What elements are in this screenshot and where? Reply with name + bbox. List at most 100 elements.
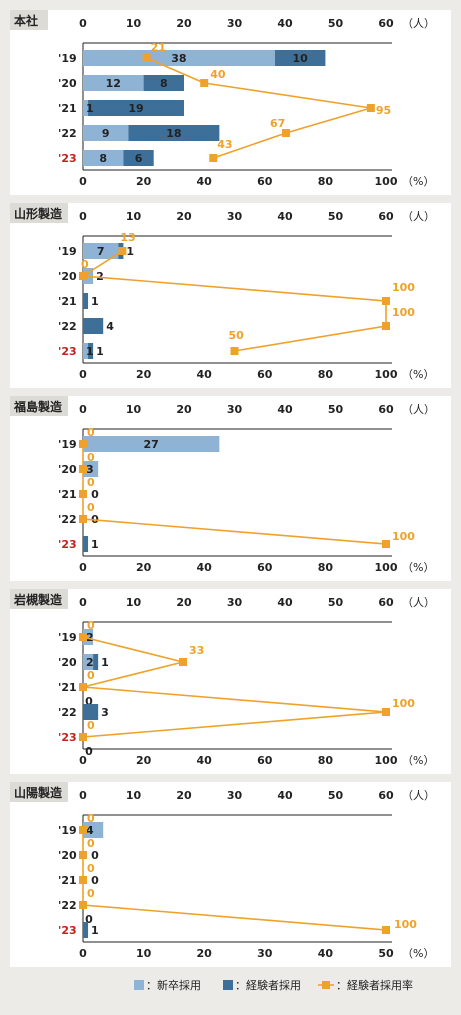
value-label-experienced: 10 xyxy=(292,52,308,65)
value-label-new-grad: 38 xyxy=(171,52,186,65)
rate-value-label: 0 xyxy=(87,619,95,632)
rate-value-label: 0 xyxy=(87,837,95,850)
value-label-new-grad: 12 xyxy=(106,77,121,90)
bar-new-grad xyxy=(83,436,220,452)
rate-value-label: 0 xyxy=(87,862,95,875)
category-label: '19 xyxy=(58,824,77,837)
count-tick-label: 50 xyxy=(328,596,344,609)
value-label-new-grad: 0 xyxy=(91,874,99,887)
rate-marker xyxy=(118,247,127,255)
category-label: '20 xyxy=(58,849,77,862)
rate-tick-label: 100 xyxy=(375,368,398,381)
panel-title: 福島製造 xyxy=(13,399,63,414)
panel-title: 山形製造 xyxy=(14,206,63,221)
count-tick-label: 40 xyxy=(277,210,293,223)
value-label-new-grad: 0 xyxy=(91,488,99,501)
rate-value-label: 100 xyxy=(392,306,415,319)
rate-value-label: 0 xyxy=(87,812,95,825)
count-tick-label: 0 xyxy=(79,17,87,30)
bar-new-grad xyxy=(83,75,144,91)
rate-marker xyxy=(79,683,87,691)
count-tick-label: 30 xyxy=(227,596,243,609)
rate-marker xyxy=(382,708,390,716)
value-label-new-grad: 1 xyxy=(86,345,94,358)
category-label: '21 xyxy=(58,295,77,308)
rate-unit-label: （%） xyxy=(402,947,434,960)
count-tick-label: 10 xyxy=(126,789,142,802)
value-label-experienced: 8 xyxy=(160,77,168,90)
count-tick-label: 30 xyxy=(227,210,243,223)
chart-panel-5: 山陽製造 0 10 20 30 40 50 60 （人）0 10 20 30 40 50 （%）'19 4'2… xyxy=(10,782,451,967)
rate-value-label: 21 xyxy=(151,41,166,54)
value-label-new-grad: 27 xyxy=(144,438,159,451)
panel-title: 山陽製造 xyxy=(14,785,63,800)
rate-tick-label: 60 xyxy=(257,368,273,381)
panel-title: 本社 xyxy=(14,13,38,28)
rate-marker xyxy=(79,515,87,523)
rate-marker xyxy=(79,272,87,280)
value-label-new-grad: 7 xyxy=(97,245,105,258)
value-label-experienced: 3 xyxy=(101,706,109,719)
bar-experienced xyxy=(143,75,184,91)
count-tick-label: 40 xyxy=(277,789,293,802)
value-label-new-grad: 3 xyxy=(86,463,94,476)
rate-tick-label: 20 xyxy=(136,368,152,381)
category-label: '22 xyxy=(58,127,77,140)
value-label-new-grad: 0 xyxy=(91,849,99,862)
rate-marker xyxy=(230,347,239,355)
rate-value-label: 100 xyxy=(392,697,415,710)
count-unit-label: （人） xyxy=(402,17,435,30)
rate-marker xyxy=(382,297,390,305)
value-label-new-grad: 2 xyxy=(86,656,94,669)
count-tick-label: 60 xyxy=(378,789,394,802)
count-tick-label: 10 xyxy=(126,403,142,416)
rate-value-label: 0 xyxy=(87,476,95,489)
rate-tick-label: 20 xyxy=(136,175,152,188)
rate-marker xyxy=(178,658,187,666)
rate-tick-label: 0 xyxy=(79,947,87,960)
count-unit-label: （人） xyxy=(402,403,435,416)
rate-tick-label: 80 xyxy=(318,561,334,574)
count-tick-label: 20 xyxy=(176,403,192,416)
value-label-experienced: 4 xyxy=(106,320,114,333)
category-label: '20 xyxy=(58,656,77,669)
bar-experienced xyxy=(83,704,99,720)
rate-tick-label: 50 xyxy=(378,947,394,960)
rate-tick-label: 60 xyxy=(257,175,273,188)
category-label: '21 xyxy=(58,874,77,887)
count-tick-label: 60 xyxy=(378,596,394,609)
rate-tick-label: 20 xyxy=(136,561,152,574)
category-label: '22 xyxy=(58,899,77,912)
rate-marker xyxy=(382,322,390,330)
count-tick-label: 20 xyxy=(176,17,192,30)
category-label: '19 xyxy=(58,438,77,451)
count-tick-label: 10 xyxy=(126,17,142,30)
rate-marker xyxy=(209,154,218,162)
count-tick-label: 50 xyxy=(328,210,344,223)
rate-marker xyxy=(79,465,87,473)
value-label-experienced: 1 xyxy=(96,345,104,358)
value-label-experienced: 1 xyxy=(101,656,109,669)
panel-title-box xyxy=(10,589,68,609)
legend: ：新卒採用 ：経験者採用 ：経験者採用率 xyxy=(134,978,413,992)
count-tick-label: 0 xyxy=(79,210,87,223)
bar-new-grad xyxy=(83,243,119,259)
rate-value-label: 0 xyxy=(87,426,95,439)
category-label: '21 xyxy=(58,102,77,115)
rate-marker xyxy=(200,79,209,87)
bar-new-grad xyxy=(83,50,275,66)
bar-experienced xyxy=(93,654,99,670)
rate-tick-label: 0 xyxy=(79,561,87,574)
count-tick-label: 0 xyxy=(79,789,87,802)
rate-value-label: 100 xyxy=(392,281,415,294)
rate-value-label: 13 xyxy=(120,231,135,244)
bar-experienced xyxy=(83,318,104,334)
count-tick-label: 40 xyxy=(277,17,293,30)
panel-title-box xyxy=(10,203,68,223)
value-label-new-grad: 0 xyxy=(85,745,93,758)
rate-value-label: 100 xyxy=(394,918,417,931)
value-label-experienced: 2 xyxy=(96,270,104,283)
rate-marker xyxy=(79,733,87,741)
bar-new-grad xyxy=(83,100,89,116)
